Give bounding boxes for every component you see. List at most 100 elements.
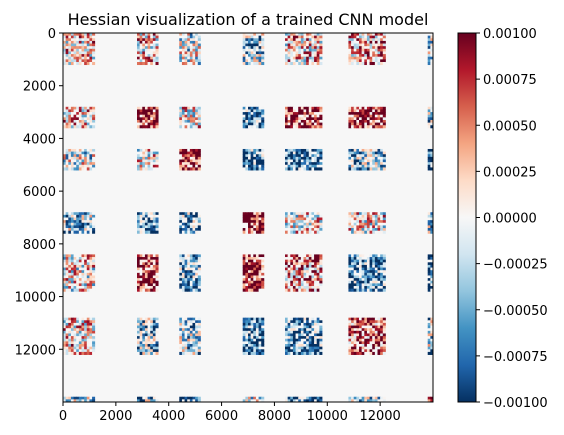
heatmap-cell [242, 270, 246, 274]
heatmap-cell [261, 220, 265, 224]
heatmap-cell [348, 280, 352, 284]
heatmap-cell [258, 322, 262, 326]
heatmap-cell [377, 257, 381, 261]
heatmap-cell [192, 151, 196, 155]
heatmap-cell [242, 262, 246, 266]
heatmap-cell [255, 264, 259, 268]
heatmap-cell [242, 154, 246, 158]
heatmap-cell [89, 278, 93, 282]
heatmap-cell [316, 396, 320, 400]
heatmap-cell [195, 288, 199, 292]
heatmap-cell [192, 167, 196, 171]
heatmap-cell [364, 338, 368, 342]
heatmap-cell [139, 259, 143, 263]
heatmap-cell [139, 272, 143, 276]
heatmap-cell [155, 396, 159, 400]
heatmap-cell [306, 399, 310, 402]
heatmap-cell [76, 262, 80, 266]
heatmap-cell [364, 109, 368, 113]
heatmap-cell [197, 151, 201, 155]
heatmap-cell [356, 228, 360, 232]
heatmap-cell [261, 51, 265, 55]
heatmap-cell [319, 283, 323, 287]
heatmap-cell [351, 154, 355, 158]
heatmap-cell [147, 112, 151, 116]
heatmap-cell [76, 148, 80, 153]
heatmap-cell [348, 262, 352, 266]
heatmap-cell [261, 46, 265, 50]
heatmap-cell [142, 286, 146, 290]
heatmap-cell [303, 151, 307, 155]
heatmap-cell [139, 322, 143, 326]
heatmap-cell [81, 317, 85, 321]
heatmap-cell [78, 272, 82, 276]
heatmap-cell [253, 117, 257, 121]
heatmap-cell [187, 399, 191, 402]
heatmap-cell [197, 40, 201, 44]
heatmap-cell [139, 396, 143, 400]
heatmap-cell [68, 317, 72, 321]
heatmap-block [427, 148, 433, 171]
heatmap-cell [84, 270, 88, 274]
heatmap-cell [295, 35, 299, 39]
heatmap-cell [372, 317, 376, 321]
heatmap-cell [359, 151, 363, 155]
heatmap-cell [92, 162, 96, 166]
heatmap-cell [184, 156, 188, 160]
heatmap-cell [287, 396, 291, 400]
heatmap-cell [427, 48, 431, 52]
heatmap-cell [298, 259, 302, 263]
heatmap-cell [366, 159, 370, 163]
heatmap-cell [427, 40, 431, 44]
heatmap-cell [187, 122, 191, 126]
heatmap-cell [300, 262, 304, 266]
heatmap-cell [311, 125, 315, 129]
heatmap-cell [242, 349, 246, 353]
heatmap-cell [300, 288, 304, 292]
heatmap-cell [316, 125, 320, 129]
heatmap-cell [314, 154, 318, 158]
heatmap-cell [258, 328, 262, 332]
heatmap-cell [287, 341, 291, 345]
heatmap-cell [303, 286, 307, 290]
heatmap-cell [377, 54, 381, 58]
heatmap-cell [311, 167, 315, 171]
heatmap-cell [261, 112, 265, 116]
heatmap-cell [192, 43, 196, 47]
heatmap-cell [287, 344, 291, 348]
heatmap-cell [155, 222, 159, 226]
heatmap-cell [155, 148, 159, 153]
heatmap-cell [430, 217, 433, 221]
heatmap-cell [319, 280, 323, 284]
heatmap-cell [255, 33, 259, 37]
heatmap-cell [382, 222, 386, 226]
heatmap-cell [316, 59, 320, 63]
heatmap-cell [311, 275, 315, 279]
heatmap-cell [65, 222, 69, 226]
heatmap-block [137, 106, 159, 129]
heatmap-cell [92, 222, 96, 226]
heatmap-cell [78, 262, 82, 266]
heatmap-cell [308, 154, 312, 158]
heatmap-cell [356, 280, 360, 284]
heatmap-cell [245, 114, 249, 118]
heatmap-cell [248, 122, 252, 126]
heatmap-cell [63, 225, 67, 229]
heatmap-cell [361, 43, 365, 47]
heatmap-block [63, 396, 96, 402]
heatmap-block [427, 212, 433, 234]
heatmap-cell [187, 119, 191, 124]
heatmap-cell [137, 61, 141, 66]
heatmap-cell [292, 112, 296, 116]
heatmap-cell [316, 56, 320, 60]
heatmap-cell [253, 61, 257, 66]
heatmap-cell [356, 267, 360, 271]
heatmap-cell [144, 117, 148, 121]
heatmap-cell [316, 43, 320, 47]
heatmap-cell [311, 270, 315, 274]
heatmap-cell [369, 33, 373, 37]
heatmap-cell [78, 43, 82, 47]
heatmap-cell [197, 43, 201, 47]
heatmap-cell [144, 217, 148, 221]
heatmap-cell [84, 351, 88, 355]
